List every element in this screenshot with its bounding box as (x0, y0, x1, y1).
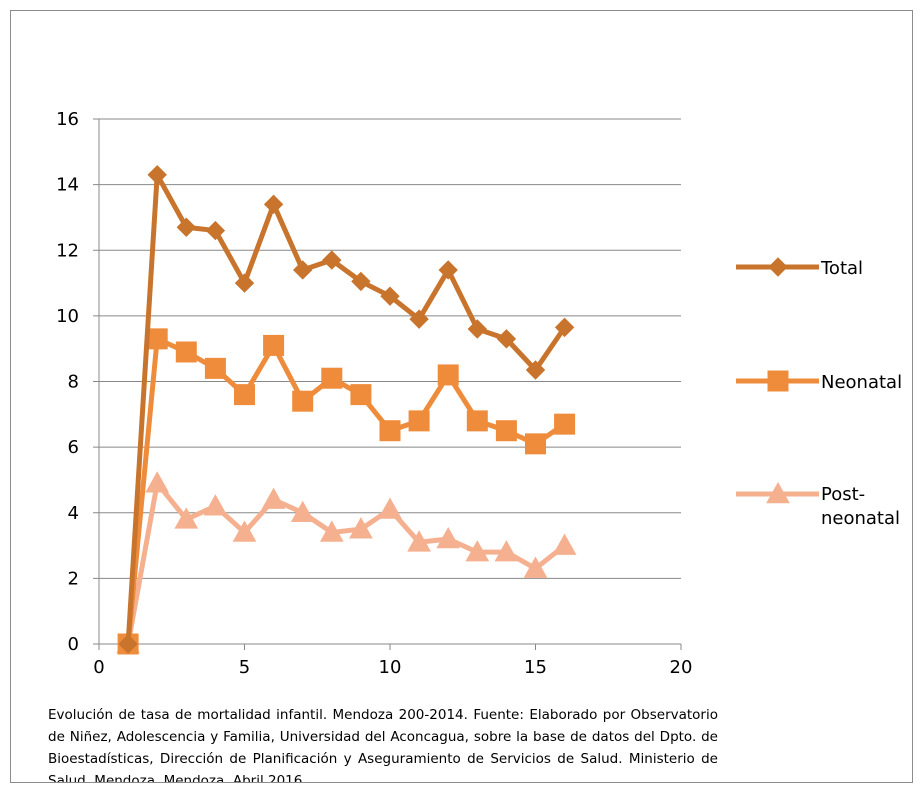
y-tick-label: 10 (56, 306, 79, 327)
data-point (175, 341, 197, 363)
data-point (496, 329, 517, 349)
y-tick-label: 12 (56, 240, 79, 261)
x-tick-label: 20 (670, 657, 693, 678)
data-point (349, 517, 373, 539)
y-tick-label: 4 (68, 503, 79, 524)
data-point (409, 309, 429, 329)
data-point (321, 367, 343, 389)
data-point (176, 217, 197, 237)
x-tick-label: 15 (524, 657, 547, 678)
x-tick-label: 0 (93, 657, 104, 678)
data-point (146, 328, 168, 350)
data-point (322, 250, 342, 270)
data-point (263, 334, 285, 356)
legend-label: Post- (821, 484, 865, 505)
data-point (319, 520, 344, 542)
data-point (118, 634, 138, 654)
series-post-neonatal (116, 471, 577, 654)
legend-label: Total (820, 258, 863, 279)
data-point (552, 533, 577, 555)
data-point (378, 497, 402, 519)
data-point (203, 494, 228, 516)
data-point (292, 390, 314, 412)
figure-caption: Evolución de tasa de mortalidad infantil… (48, 707, 718, 783)
data-point (466, 410, 488, 432)
data-point (437, 364, 459, 386)
data-point (407, 530, 431, 552)
legend-marker (768, 257, 788, 277)
data-point (261, 487, 286, 509)
axes (93, 118, 682, 650)
data-point (465, 540, 490, 562)
data-point (174, 507, 199, 529)
data-point (290, 500, 315, 523)
x-tick-label: 10 (379, 657, 402, 678)
chart-frame: 0 2 4 6 8 10 12 14 16 0 5 10 15 20 Total Neonatal Post… (10, 10, 913, 783)
data-point (292, 260, 313, 280)
series-neonatal (117, 328, 576, 655)
legend: Total Neonatal Post-neonatal (736, 257, 902, 529)
y-tick-label: 8 (68, 372, 79, 393)
data-point (263, 194, 284, 215)
legend-label: neonatal (821, 508, 900, 529)
series-line (125, 480, 568, 647)
data-point (205, 220, 226, 241)
y-tick-label: 6 (68, 437, 79, 458)
y-tick-label: 0 (68, 634, 79, 655)
data-point (234, 384, 255, 406)
x-tick-label: 5 (239, 657, 250, 678)
data-point (204, 357, 226, 379)
data-point (525, 433, 546, 455)
data-point (554, 413, 576, 435)
data-point (554, 317, 575, 338)
legend-marker (767, 370, 789, 392)
series-line (125, 336, 568, 647)
y-tick-labels: 0 2 4 6 8 10 12 14 16 (56, 109, 79, 655)
data-point (380, 286, 400, 306)
data-point (232, 520, 257, 542)
legend-item: Post-neonatal (736, 481, 900, 529)
data-point (495, 420, 517, 442)
data-point (147, 165, 167, 185)
y-tick-label: 2 (68, 568, 79, 589)
data-point (525, 360, 546, 380)
data-point (234, 273, 255, 293)
series-line (125, 172, 568, 647)
data-point (379, 420, 401, 442)
x-tick-labels: 0 5 10 15 20 (93, 657, 692, 678)
data-point (145, 471, 170, 493)
legend-item: Neonatal (736, 370, 902, 393)
data-point (467, 319, 488, 339)
legend-label: Neonatal (821, 372, 902, 393)
data-point (494, 540, 519, 562)
data-point (523, 556, 548, 578)
data-point (408, 410, 430, 432)
series-lines (116, 165, 577, 655)
data-point (438, 260, 458, 280)
y-tick-label: 14 (56, 175, 79, 196)
legend-marker (766, 481, 790, 504)
legend-item: Total (736, 257, 863, 279)
line-chart: 0 2 4 6 8 10 12 14 16 0 5 10 15 20 Total Neonatal Post… (56, 109, 902, 678)
y-tick-label: 16 (56, 109, 79, 130)
series-total (118, 165, 575, 654)
data-point (351, 271, 371, 292)
data-point (350, 384, 372, 406)
data-point (436, 526, 461, 549)
